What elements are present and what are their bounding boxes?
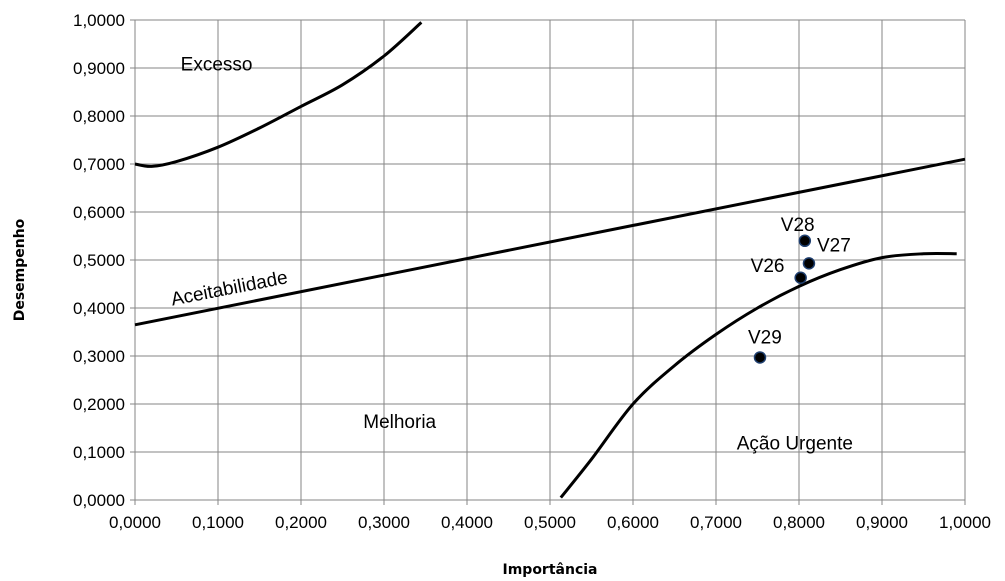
data-point bbox=[798, 234, 812, 248]
y-tick-label: 0,1000 bbox=[73, 443, 125, 462]
region-labels: Excesso Aceitabilidade Melhoria Ação Urgent… bbox=[169, 54, 853, 454]
y-tick-labels: 0,0000 0,1000 0,2000 0,3000 0,4000 0,5000 0,60… bbox=[73, 11, 125, 510]
y-tick-label: 0,5000 bbox=[73, 251, 125, 270]
region-label: Aceitabilidade bbox=[169, 267, 289, 310]
y-tick-label: 0,0000 bbox=[73, 491, 125, 510]
region-label: Excesso bbox=[181, 54, 253, 75]
curve-excesso bbox=[134, 21, 423, 168]
region-label: Ação Urgente bbox=[737, 434, 853, 455]
y-tick-label: 0,3000 bbox=[73, 347, 125, 366]
data-point bbox=[753, 351, 767, 364]
y-tick-label: 0,2000 bbox=[73, 395, 125, 414]
y-tick-label: 1,0000 bbox=[73, 11, 125, 30]
data-point-label: V26 bbox=[751, 256, 785, 277]
data-point bbox=[802, 257, 816, 270]
data-point bbox=[794, 271, 807, 285]
x-tick-label: 0,1000 bbox=[192, 513, 244, 532]
region-label: Melhoria bbox=[363, 412, 436, 433]
x-tick-labels: 0,0000 0,1000 0,2000 0,3000 0,4000 0,5000 0,60… bbox=[109, 513, 991, 532]
grid bbox=[130, 19, 966, 505]
x-tick-label: 0,9000 bbox=[856, 513, 908, 532]
curve-a-o-urgente bbox=[559, 251, 957, 499]
x-tick-label: 0,8000 bbox=[773, 513, 825, 532]
x-tick-label: 0,4000 bbox=[441, 513, 493, 532]
y-tick-label: 0,7000 bbox=[73, 155, 125, 174]
x-tick-label: 0,5000 bbox=[524, 513, 576, 532]
data-point-label: V29 bbox=[748, 327, 782, 348]
x-tick-label: 0,6000 bbox=[607, 513, 659, 532]
x-axis-title: Importância bbox=[503, 562, 598, 578]
y-tick-label: 0,9000 bbox=[73, 59, 125, 78]
y-tick-label: 0,4000 bbox=[73, 299, 125, 318]
x-tick-label: 0,0000 bbox=[109, 513, 161, 532]
curve-aceitabilidade bbox=[134, 157, 966, 327]
curves bbox=[134, 21, 966, 499]
y-tick-label: 0,8000 bbox=[73, 107, 125, 126]
x-tick-label: 1,0000 bbox=[939, 513, 991, 532]
y-tick-label: 0,6000 bbox=[73, 203, 125, 222]
data-point-label: V27 bbox=[817, 235, 851, 256]
data-point-label: V28 bbox=[781, 215, 815, 236]
x-tick-label: 0,7000 bbox=[690, 513, 742, 532]
x-tick-label: 0,2000 bbox=[275, 513, 327, 532]
x-tick-label: 0,3000 bbox=[358, 513, 410, 532]
y-axis-title: Desempenho bbox=[12, 218, 28, 321]
